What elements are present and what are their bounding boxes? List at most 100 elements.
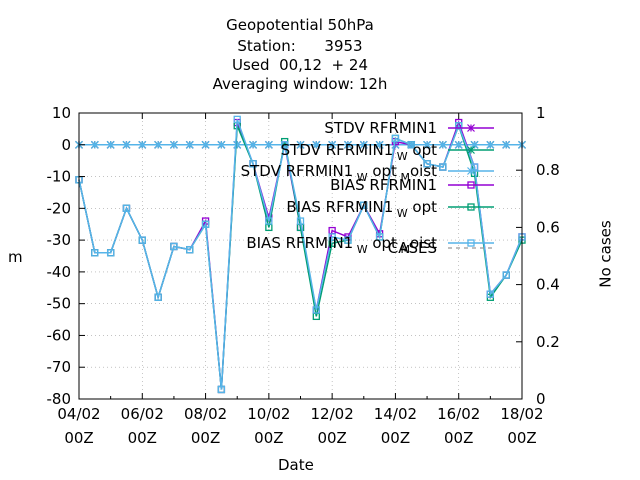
- y2-tick-label: 0.2: [536, 333, 560, 351]
- data-point: [122, 204, 131, 212]
- series-layer: [75, 115, 526, 394]
- data-point: [106, 249, 115, 257]
- data-point: [439, 163, 447, 171]
- data-point: [423, 160, 431, 168]
- data-point: [296, 217, 305, 225]
- data-point: [486, 140, 495, 149]
- data-point: [201, 140, 210, 149]
- data-point: [502, 140, 511, 149]
- chart-title-line-4: Averaging window: 12h: [212, 75, 388, 93]
- series-5: [75, 115, 526, 394]
- data-point: [170, 140, 178, 149]
- x-tick-label-hour: 00Z: [64, 429, 93, 447]
- legend-marker: [467, 167, 475, 175]
- data-point: [122, 140, 131, 149]
- chart-title-line-2: Station: 3953: [237, 37, 363, 55]
- data-point: [249, 140, 257, 149]
- x-tick-label-hour: 00Z: [128, 429, 157, 447]
- y-tick-label: -50: [47, 295, 72, 313]
- x-tick-label-hour: 00Z: [444, 429, 473, 447]
- legend-label: BIAS RFRMIN1: [330, 176, 437, 194]
- x-tick-label-date: 14/02: [374, 405, 417, 423]
- legend-marker: [467, 124, 475, 132]
- data-point: [138, 236, 146, 244]
- x-tick-label-date: 18/02: [500, 405, 543, 423]
- x-axis-label: Date: [278, 456, 314, 474]
- data-point: [328, 140, 337, 149]
- x-tick-label-date: 16/02: [437, 405, 480, 423]
- x-tick-label-date: 12/02: [311, 405, 354, 423]
- data-point: [359, 140, 368, 149]
- data-point: [281, 141, 289, 149]
- y2-tick-label: 1: [536, 104, 546, 122]
- data-point: [233, 115, 241, 124]
- data-point: [249, 160, 257, 168]
- y-tick-label: -30: [47, 231, 72, 249]
- data-point: [470, 163, 479, 171]
- data-point: [360, 201, 368, 209]
- legend-label: CASES: [388, 239, 437, 257]
- x-tick-label-date: 06/02: [121, 405, 164, 423]
- data-point: [407, 141, 415, 149]
- x-tick-label-date: 08/02: [184, 405, 227, 423]
- y-tick-label: -40: [47, 263, 72, 281]
- data-point: [154, 140, 163, 149]
- chart-title-line-1: Geopotential 50hPa: [226, 16, 374, 34]
- y2-tick-label: 0.6: [536, 218, 560, 236]
- data-point: [91, 249, 99, 257]
- data-point: [312, 140, 321, 149]
- data-point: [328, 233, 336, 241]
- data-point: [312, 306, 320, 314]
- y-tick-label: -70: [47, 358, 72, 376]
- legend-label: STDV RFRMIN1 W opt: [281, 141, 437, 163]
- y2-tick-label: 0.4: [536, 276, 560, 294]
- data-point: [170, 242, 178, 251]
- ticks: 10 0 -10 -20 -30 -40 -50 -60 -70 -80 1 0.8 0.6 0.4 0.2…: [47, 104, 560, 447]
- data-point: [217, 385, 226, 394]
- x-tick-label-hour: 00Z: [254, 429, 283, 447]
- data-point: [375, 233, 384, 241]
- y-tick-label: -80: [47, 390, 72, 408]
- x-tick-label-date: 10/02: [247, 405, 290, 423]
- data-point: [154, 293, 162, 301]
- y2-tick-label: 0.8: [536, 161, 560, 179]
- data-point: [185, 140, 194, 149]
- legend-marker: [467, 239, 475, 247]
- legend-label: STDV RFRMIN1 W opt Moist: [241, 162, 438, 184]
- data-point: [344, 140, 352, 149]
- x-tick-label-hour: 00Z: [381, 429, 410, 447]
- y2-tick-label: 0: [536, 390, 546, 408]
- legend-marker: [467, 146, 475, 154]
- series-2: [75, 140, 526, 149]
- y-axis-label: m: [8, 248, 23, 266]
- x-tick-label-date: 04/02: [57, 405, 100, 423]
- data-point: [502, 271, 510, 279]
- data-point: [438, 140, 447, 149]
- legend-label: BIAS RFRMIN1 W opt: [286, 198, 437, 220]
- data-point: [265, 217, 273, 225]
- x-tick-label-hour: 00Z: [191, 429, 220, 447]
- legend-label: STDV RFRMIN1: [324, 119, 437, 137]
- y-tick-label: 10: [52, 104, 71, 122]
- data-point: [296, 140, 305, 149]
- data-point: [344, 236, 352, 244]
- data-point: [486, 290, 495, 298]
- data-point: [423, 140, 431, 149]
- legend-label: BIAS RFRMIN1 W opt Moist: [246, 234, 437, 256]
- legend-marker: [467, 181, 475, 189]
- y-tick-label: -10: [47, 168, 72, 186]
- data-point: [138, 140, 147, 149]
- data-point: [375, 140, 384, 149]
- data-point: [217, 140, 226, 149]
- data-point: [454, 140, 463, 149]
- y2-axis-label: No cases: [596, 220, 615, 288]
- series-3: [75, 118, 526, 394]
- data-point: [391, 134, 400, 143]
- data-point: [186, 245, 194, 254]
- y-tick-label: -20: [47, 199, 72, 217]
- series-line: [78, 119, 523, 390]
- data-point: [201, 220, 210, 228]
- x-tick-label-hour: 00Z: [507, 429, 536, 447]
- data-point: [90, 140, 99, 149]
